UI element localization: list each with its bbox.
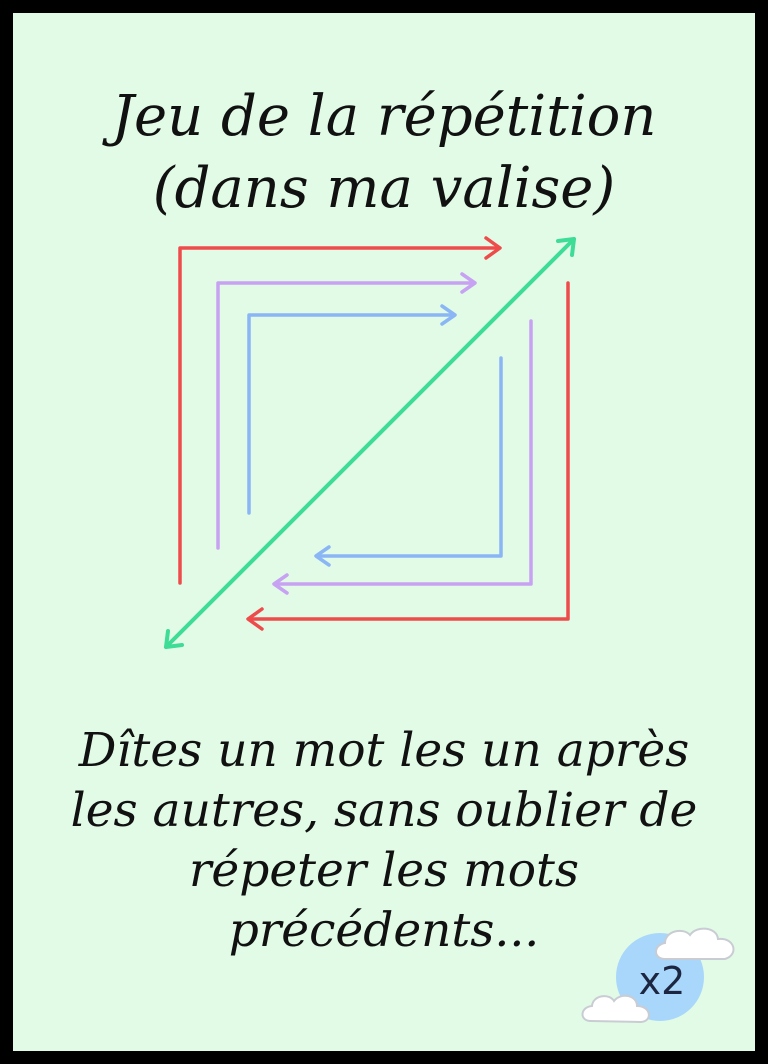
nested-square-arrows-icon	[164, 236, 576, 649]
instructions-line-1: Dîtes un mot les un après	[78, 723, 690, 778]
inner-arrows	[247, 304, 503, 567]
instructions-line-2: les autres, sans oublier de	[70, 783, 698, 838]
card-title: Jeu de la répétition (dans ma valise)	[13, 81, 755, 225]
multiplier-label: x2	[638, 959, 686, 1003]
middle-arrows	[216, 272, 533, 595]
game-card: Jeu de la répétition (dans ma valise)	[13, 13, 755, 1051]
title-line-2: (dans ma valise)	[152, 156, 616, 221]
instructions-line-3: répeter les mots	[188, 843, 580, 898]
instructions-line-4: précédents...	[228, 903, 540, 958]
diagonal-arrow	[164, 237, 576, 649]
instructions-text: Dîtes un mot les un après les autres, sa…	[33, 721, 735, 961]
cloud-badge-icon	[581, 927, 735, 1024]
title-line-1: Jeu de la répétition	[111, 84, 657, 149]
outer-arrows	[178, 236, 570, 631]
